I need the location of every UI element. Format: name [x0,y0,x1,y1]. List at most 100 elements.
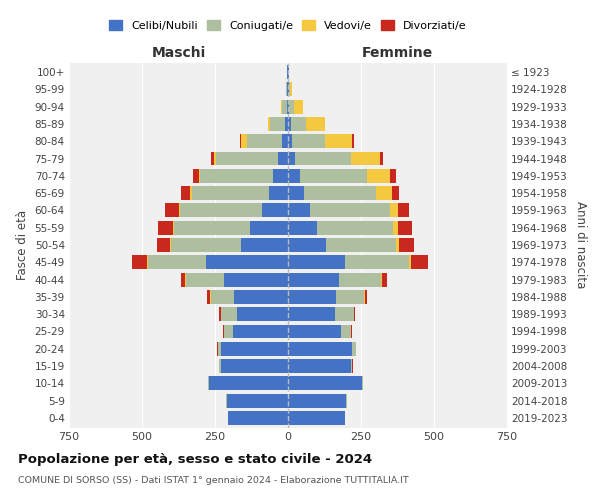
Bar [410,256,428,269]
Bar [326,238,396,252]
Bar [250,221,288,234]
Bar [288,238,326,252]
Bar [310,204,390,218]
Bar [219,308,221,321]
Bar [351,359,352,373]
Bar [288,376,362,390]
Bar [288,308,335,321]
Bar [208,376,209,390]
Bar [288,411,345,425]
Bar [274,169,288,182]
Bar [399,238,413,252]
Bar [224,272,288,286]
Y-axis label: Fasce di età: Fasce di età [16,210,29,280]
Bar [282,100,287,114]
Bar [289,100,294,114]
Bar [209,376,288,390]
Bar [170,238,171,252]
Bar [339,272,382,286]
Bar [335,308,354,321]
Bar [199,169,200,182]
Bar [282,134,288,148]
Bar [382,272,386,286]
Bar [233,324,288,338]
Text: Popolazione per età, sesso e stato civile - 2024: Popolazione per età, sesso e stato civil… [18,452,372,466]
Bar [295,152,351,166]
Bar [288,100,289,114]
Bar [292,134,325,148]
Bar [147,256,148,269]
Bar [278,152,288,166]
Bar [221,342,288,355]
Bar [148,256,206,269]
Bar [288,134,292,148]
Bar [191,186,269,200]
Bar [180,204,262,218]
Bar [157,238,170,252]
Bar [288,221,317,234]
Bar [206,256,288,269]
Bar [237,308,288,321]
Bar [351,152,380,166]
Bar [158,221,173,234]
Bar [173,221,174,234]
Legend: Celibi/Nubili, Coniugati/e, Vedovi/e, Divorziati/e: Celibi/Nubili, Coniugati/e, Vedovi/e, Di… [106,17,470,34]
Bar [304,186,376,200]
Bar [288,82,289,96]
Bar [262,204,288,218]
Bar [228,411,288,425]
Bar [223,324,224,338]
Bar [171,238,241,252]
Bar [294,100,302,114]
Bar [351,324,352,338]
Bar [390,204,398,218]
Bar [211,152,214,166]
Bar [241,238,288,252]
Bar [271,117,285,131]
Bar [217,152,278,166]
Bar [288,342,352,355]
Bar [376,186,392,200]
Bar [186,272,224,286]
Text: Femmine: Femmine [362,46,433,60]
Bar [352,134,354,148]
Bar [345,256,409,269]
Bar [288,186,304,200]
Bar [288,169,299,182]
Bar [285,117,288,131]
Bar [211,290,234,304]
Bar [214,152,217,166]
Bar [269,186,288,200]
Bar [288,359,351,373]
Bar [220,359,221,373]
Bar [289,82,290,96]
Bar [393,221,398,234]
Bar [288,204,310,218]
Bar [398,204,409,218]
Bar [227,394,288,407]
Bar [179,204,180,218]
Bar [398,221,412,234]
Bar [133,256,147,269]
Text: COMUNE DI SORSO (SS) - Dati ISTAT 1° gennaio 2024 - Elaborazione TUTTITALIA.IT: COMUNE DI SORSO (SS) - Dati ISTAT 1° gen… [18,476,409,485]
Bar [247,134,282,148]
Bar [288,272,339,286]
Bar [288,117,291,131]
Bar [380,152,383,166]
Bar [299,169,367,182]
Bar [193,169,199,182]
Bar [234,290,288,304]
Bar [286,82,287,96]
Bar [392,186,399,200]
Bar [367,169,390,182]
Bar [221,359,288,373]
Text: Maschi: Maschi [151,46,206,60]
Bar [200,169,274,182]
Bar [290,82,292,96]
Bar [317,221,393,234]
Bar [288,394,346,407]
Bar [241,134,247,148]
Bar [166,204,179,218]
Bar [288,152,295,166]
Bar [221,308,237,321]
